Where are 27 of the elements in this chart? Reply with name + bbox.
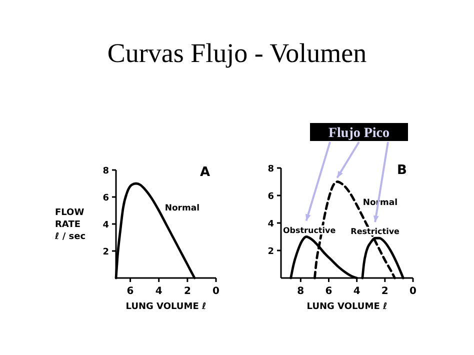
series-label: Obstructive [282, 226, 336, 235]
x-tick-label: 0 [410, 286, 417, 297]
annotation: A [200, 165, 210, 180]
y-tick-label: 2 [102, 248, 109, 258]
x-tick-label: 8 [297, 286, 304, 297]
y-tick-label: 6 [102, 194, 109, 204]
x-tick-label: 6 [126, 286, 134, 297]
x-tick-label: 2 [184, 286, 191, 297]
y-axis-title: FLOW RATE ℓ / sec [54, 208, 86, 242]
x-tick-label: 4 [155, 286, 162, 297]
x-axis-title: LUNG VOLUME ℓ [126, 302, 206, 312]
y-tick-label: 8 [102, 166, 109, 176]
x-axis-title: LUNG VOLUME ℓ [306, 302, 388, 312]
x-tick-label: 2 [381, 286, 388, 297]
annotation: B [397, 163, 407, 178]
x-tick-label: 4 [353, 286, 360, 297]
y-tick-label: 6 [268, 192, 274, 202]
series-label: Normal [164, 204, 200, 214]
y-tick-label: 2 [268, 247, 274, 257]
y-tick-label: 8 [268, 164, 274, 174]
y-tick-label: 4 [268, 220, 274, 230]
x-tick-label: 6 [325, 286, 332, 297]
series-label: Normal [362, 198, 398, 208]
y-tick-label: 4 [102, 220, 109, 230]
annotation: Flujo Pico [328, 126, 390, 141]
chart-title: Curvas Flujo - Volumen [107, 38, 368, 68]
x-tick-label: 0 [212, 286, 220, 297]
